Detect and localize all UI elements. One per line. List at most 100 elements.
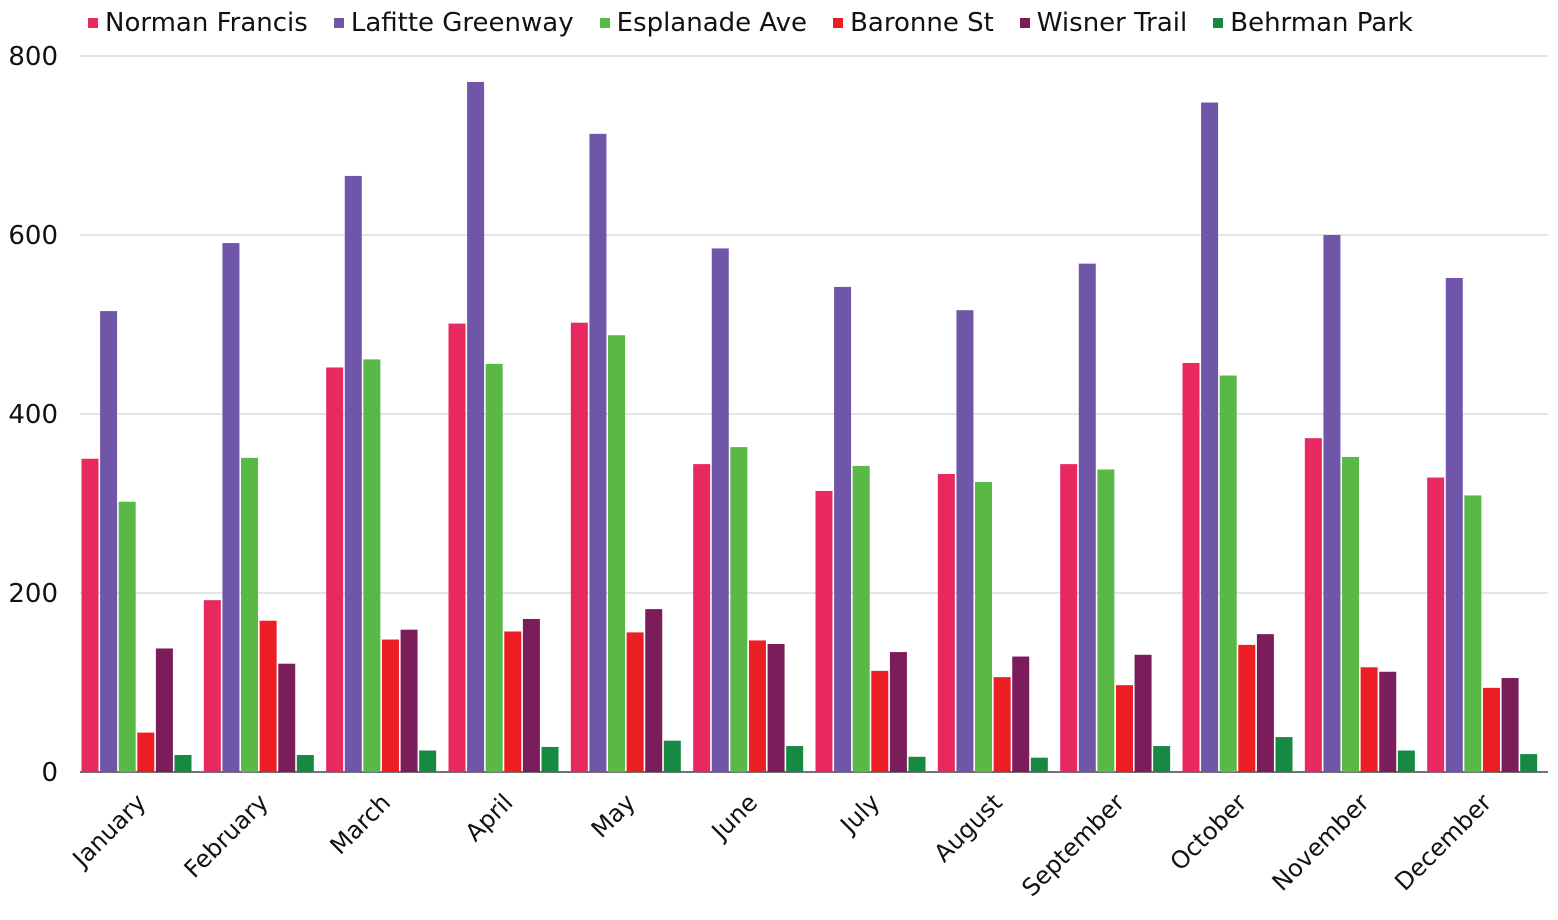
legend-label-lafitte-greenway: Lafitte Greenway [350, 8, 574, 38]
bar-behrman-park-may [663, 740, 681, 772]
legend-item-behrman-park: Behrman Park [1213, 8, 1413, 38]
y-tick-label: 200 [8, 579, 58, 609]
y-tick-label: 800 [8, 42, 58, 72]
bar-wisner-trail-april [522, 618, 540, 772]
bar-baronne-st-december [1482, 687, 1500, 772]
y-tick-label: 0 [41, 758, 58, 788]
bar-norman-francis-november [1304, 438, 1322, 772]
bar-behrman-park-june [786, 746, 804, 772]
bar-wisner-trail-december [1501, 678, 1519, 772]
bar-wisner-trail-may [645, 609, 663, 772]
legend-swatch-baronne-st [833, 18, 844, 28]
legend-item-wisner-trail: Wisner Trail [1019, 8, 1188, 38]
legend-label-behrman-park: Behrman Park [1230, 8, 1413, 38]
bar-baronne-st-july [871, 670, 889, 772]
bar-wisner-trail-march [400, 629, 418, 772]
bar-behrman-park-september [1153, 746, 1171, 772]
bar-lafitte-greenway-march [344, 175, 362, 772]
bar-baronne-st-march [381, 639, 399, 772]
bar-behrman-park-december [1520, 754, 1538, 772]
bar-esplanade-ave-march [363, 359, 381, 772]
legend: Norman Francis Lafitte Greenway Esplanad… [88, 4, 1439, 42]
legend-swatch-wisner-trail [1019, 18, 1030, 28]
bar-behrman-park-august [1030, 757, 1048, 772]
x-tick-label-january: January [66, 788, 152, 874]
bar-wisner-trail-september [1134, 654, 1152, 772]
bar-behrman-park-july [908, 756, 926, 772]
bar-esplanade-ave-december [1464, 495, 1482, 772]
legend-swatch-lafitte-greenway [333, 18, 344, 28]
bar-baronne-st-june [748, 640, 766, 772]
bar-baronne-st-october [1238, 644, 1256, 772]
legend-label-baronne-st: Baronne St [850, 8, 994, 38]
legend-item-lafitte-greenway: Lafitte Greenway [333, 8, 574, 38]
bars [81, 81, 1538, 773]
legend-swatch-norman-francis [88, 18, 98, 28]
bar-lafitte-greenway-april [467, 81, 485, 772]
bar-esplanade-ave-january [118, 501, 136, 772]
x-tick-label-december: December [1389, 788, 1497, 896]
bar-lafitte-greenway-september [1078, 263, 1096, 772]
bar-lafitte-greenway-december [1445, 277, 1463, 772]
bar-lafitte-greenway-may [589, 133, 607, 773]
bar-baronne-st-april [504, 631, 522, 772]
x-tick-label-october: October [1165, 788, 1253, 876]
bar-norman-francis-february [203, 600, 221, 772]
x-tick-label-july: July [834, 788, 886, 840]
legend-item-norman-francis: Norman Francis [88, 8, 308, 38]
bar-lafitte-greenway-august [956, 310, 974, 772]
bar-norman-francis-march [326, 367, 344, 772]
x-tick-label-april: April [460, 788, 519, 847]
bar-baronne-st-january [137, 732, 155, 772]
legend-label-norman-francis: Norman Francis [105, 8, 308, 38]
bar-esplanade-ave-may [608, 335, 626, 772]
bar-norman-francis-october [1182, 362, 1200, 772]
bar-wisner-trail-november [1379, 671, 1397, 772]
bar-wisner-trail-june [767, 644, 785, 772]
bar-esplanade-ave-june [730, 447, 748, 772]
x-tick-label-september: September [1016, 788, 1130, 902]
bar-norman-francis-may [570, 322, 588, 772]
bar-norman-francis-january [81, 458, 99, 772]
y-tick-label: 600 [8, 221, 58, 251]
bar-norman-francis-september [1060, 464, 1078, 772]
y-axis: 0 200 400 600 800 [8, 42, 58, 788]
bar-behrman-park-february [296, 754, 314, 772]
bar-lafitte-greenway-october [1201, 102, 1219, 773]
bar-behrman-park-march [419, 750, 437, 772]
bar-norman-francis-july [815, 490, 833, 772]
bar-behrman-park-april [541, 746, 559, 772]
legend-label-wisner-trail: Wisner Trail [1036, 8, 1188, 38]
bar-wisner-trail-october [1256, 634, 1274, 772]
bar-behrman-park-january [174, 754, 192, 772]
bar-behrman-park-november [1397, 750, 1415, 772]
bar-baronne-st-november [1360, 667, 1378, 772]
bar-esplanade-ave-august [975, 482, 993, 772]
legend-swatch-behrman-park [1213, 18, 1224, 28]
bar-wisner-trail-july [889, 652, 907, 772]
x-tick-label-may: May [586, 788, 641, 843]
bar-baronne-st-may [626, 632, 644, 772]
x-axis: January February March April May June July Augu… [66, 788, 1497, 902]
bar-lafitte-greenway-june [711, 248, 729, 773]
bar-lafitte-greenway-november [1323, 235, 1341, 772]
grid-lines [80, 55, 1548, 773]
bar-lafitte-greenway-february [222, 243, 240, 772]
x-tick-label-february: February [179, 788, 274, 883]
legend-swatch-esplanade-ave [599, 18, 610, 28]
bar-norman-francis-june [693, 464, 711, 772]
bar-wisner-trail-february [278, 663, 296, 772]
bar-baronne-st-september [1115, 685, 1133, 772]
x-tick-label-march: March [325, 788, 397, 860]
legend-item-baronne-st: Baronne St [833, 8, 994, 38]
y-tick-label: 400 [8, 400, 58, 430]
x-tick-label-august: August [929, 788, 1008, 867]
bar-esplanade-ave-september [1097, 469, 1115, 772]
bar-norman-francis-august [937, 473, 955, 772]
bar-esplanade-ave-october [1219, 375, 1237, 772]
bar-baronne-st-february [259, 620, 277, 772]
legend-label-esplanade-ave: Esplanade Ave [616, 8, 808, 38]
x-tick-label-november: November [1267, 788, 1375, 896]
bar-behrman-park-october [1275, 737, 1293, 772]
